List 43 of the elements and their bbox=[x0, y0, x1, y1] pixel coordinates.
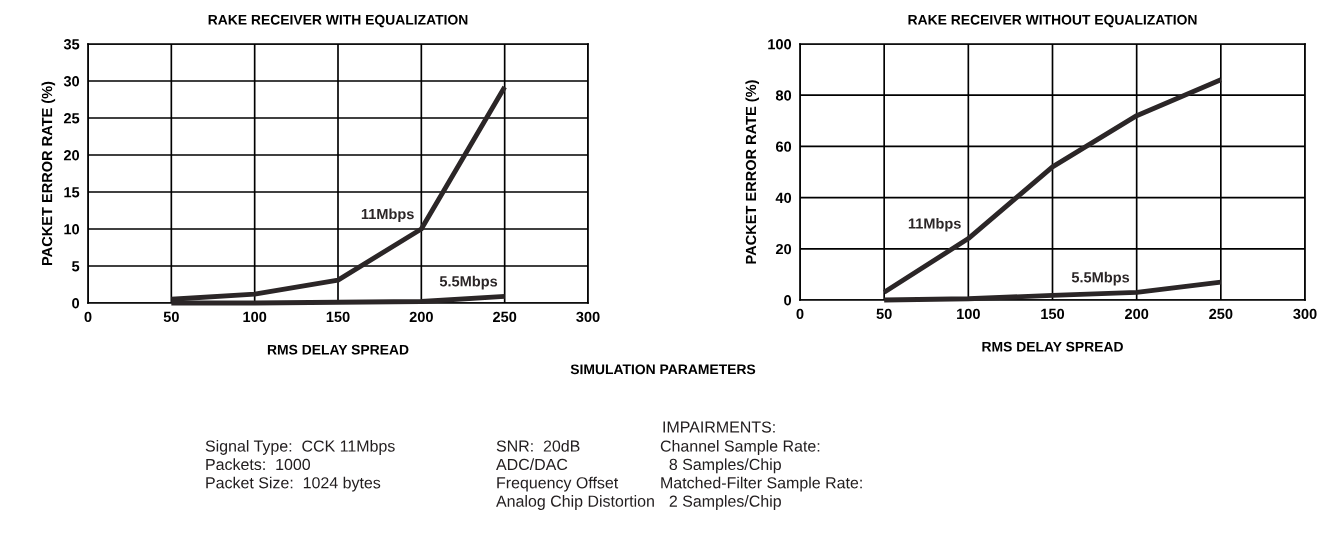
y-tick-label: 35 bbox=[63, 39, 80, 50]
x-tick-label: 200 bbox=[409, 311, 433, 323]
x-tick-label: 50 bbox=[876, 308, 892, 320]
y-tick-label: 80 bbox=[775, 90, 792, 101]
x-tick-label: 250 bbox=[1209, 308, 1233, 320]
y-tick-label: 0 bbox=[72, 298, 80, 309]
y-tick-label: 20 bbox=[63, 150, 80, 161]
y-tick-label: 20 bbox=[775, 243, 792, 255]
series-label: 11Mbps bbox=[908, 218, 961, 232]
text: Signal Type: CCK 11Mbps Packets: 1000 Packet Size: 1024 bytes bbox=[205, 440, 395, 492]
y-tick-label: 5 bbox=[72, 261, 80, 272]
x-tick-label: 150 bbox=[326, 311, 350, 323]
text: Channel Sample Rate: 8 Samples/Chip Matched-Filter Sample Rate: 2 Samples/Chip bbox=[660, 440, 862, 510]
x-tick-label: 100 bbox=[243, 311, 267, 323]
y-tick-label: 15 bbox=[64, 187, 80, 198]
y-tick-label: 40 bbox=[775, 192, 792, 204]
x-axis-title: RMS DELAY SPREAD bbox=[267, 344, 409, 355]
x-tick-label: 300 bbox=[1293, 308, 1317, 320]
y-tick-label: 100 bbox=[768, 39, 792, 50]
x-axis-title: RMS DELAY SPREAD bbox=[982, 341, 1123, 352]
y-tick-label: 60 bbox=[775, 141, 792, 152]
chart-title: RAKE RECEIVER WITHOUT EQUALIZATION bbox=[908, 14, 1197, 28]
x-tick-label: 150 bbox=[1041, 308, 1065, 320]
chart-title: RAKE RECEIVER WITH EQUALIZATION bbox=[208, 14, 468, 28]
x-tick-label: 0 bbox=[84, 311, 92, 323]
text: IMPAIRMENTS: bbox=[663, 421, 775, 433]
text: SNR: 20dB ADC/DAC Frequency Offset Analog Chip Distortion bbox=[496, 440, 654, 510]
text: SIMULATION PARAMETERS bbox=[570, 364, 756, 375]
series-label: 5.5Mbps bbox=[439, 275, 498, 290]
x-tick-label: 100 bbox=[957, 308, 980, 320]
series-label: 5.5Mbps bbox=[1071, 271, 1130, 286]
y-tick-label: 25 bbox=[63, 113, 80, 124]
y-tick-label: 30 bbox=[63, 76, 80, 87]
x-tick-label: 50 bbox=[163, 311, 179, 323]
y-tick-label: 0 bbox=[784, 295, 792, 306]
y-tick-label: 10 bbox=[64, 224, 80, 235]
x-tick-label: 300 bbox=[576, 311, 600, 323]
x-tick-label: 0 bbox=[796, 308, 804, 320]
x-tick-label: 250 bbox=[493, 311, 517, 323]
series-label: 11Mbps bbox=[361, 208, 414, 223]
x-tick-label: 200 bbox=[1125, 308, 1149, 320]
y-axis-title: PACKET ERROR RATE (%) bbox=[41, 81, 56, 266]
y-axis-title: PACKET ERROR RATE (%) bbox=[745, 80, 759, 264]
